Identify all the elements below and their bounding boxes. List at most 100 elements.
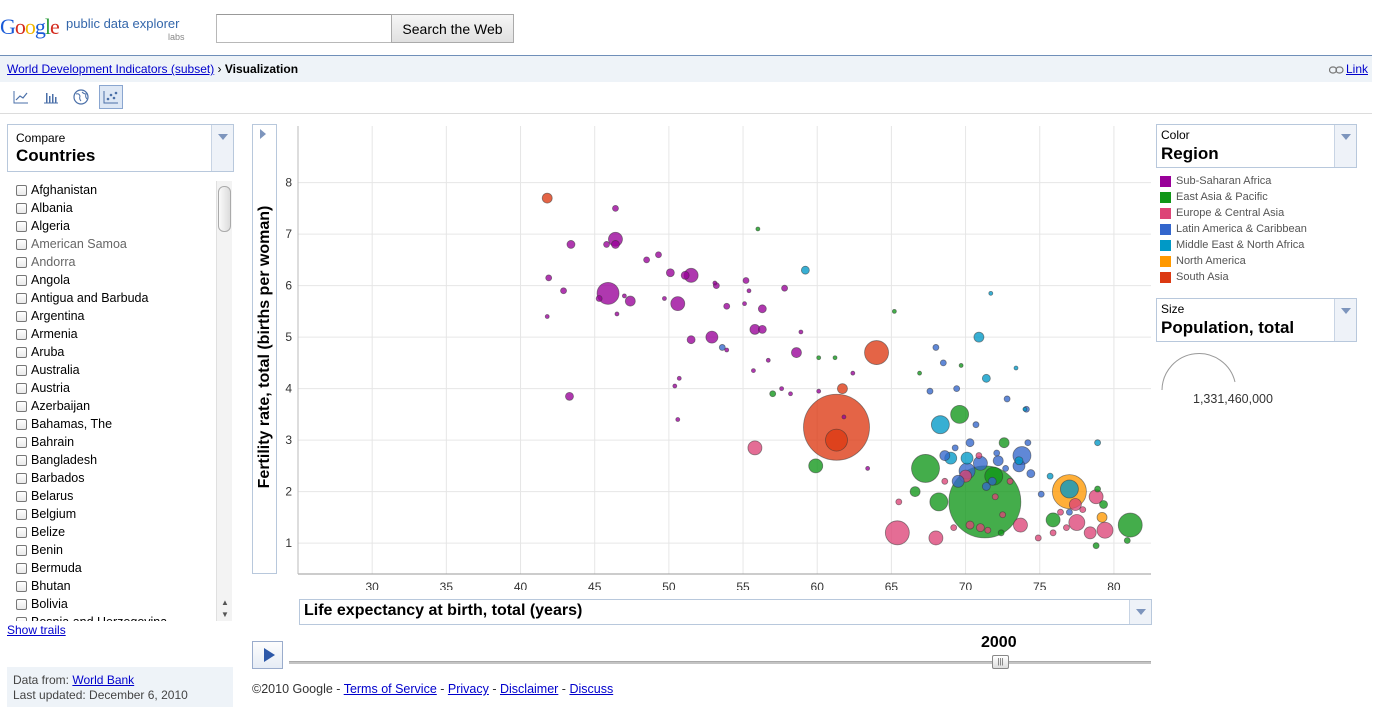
data-bubble[interactable]	[953, 385, 961, 393]
data-bubble[interactable]	[930, 415, 950, 435]
data-bubble[interactable]	[864, 340, 889, 365]
country-item[interactable]: Bolivia	[7, 595, 233, 613]
data-bubble[interactable]	[757, 304, 767, 314]
country-checkbox[interactable]	[16, 526, 27, 538]
data-bubble[interactable]	[643, 256, 651, 264]
country-checkbox[interactable]	[16, 364, 27, 376]
data-bubble[interactable]	[1068, 498, 1082, 511]
data-bubble[interactable]	[560, 287, 567, 295]
country-item[interactable]: Belgium	[7, 505, 233, 523]
data-bubble[interactable]	[1092, 542, 1100, 550]
show-trails-link[interactable]: Show trails	[7, 623, 66, 637]
data-bubble[interactable]	[926, 387, 934, 395]
data-bubble[interactable]	[973, 331, 985, 343]
terms-link[interactable]: Terms of Service	[343, 682, 437, 696]
country-item[interactable]: Austria	[7, 379, 233, 397]
data-bubble[interactable]	[837, 383, 848, 395]
data-bubble[interactable]	[909, 486, 921, 498]
data-bubble[interactable]	[624, 295, 636, 307]
data-bubble[interactable]	[1096, 521, 1114, 539]
data-bubble[interactable]	[705, 330, 719, 344]
country-checkbox[interactable]	[16, 472, 27, 484]
data-bubble[interactable]	[958, 363, 964, 368]
data-bubble[interactable]	[981, 373, 991, 383]
data-bubble[interactable]	[747, 440, 763, 456]
data-bubble[interactable]	[841, 414, 847, 420]
legend-item[interactable]: South Asia	[1160, 269, 1307, 285]
data-bubble[interactable]	[742, 301, 747, 307]
data-bubble[interactable]	[1034, 534, 1042, 542]
data-bubble[interactable]	[1094, 439, 1101, 447]
country-item[interactable]: Argentina	[7, 307, 233, 325]
data-bubble[interactable]	[1083, 526, 1097, 540]
country-checkbox[interactable]	[16, 274, 27, 286]
data-bubble[interactable]	[981, 482, 991, 491]
data-bubble[interactable]	[712, 280, 718, 286]
country-checkbox[interactable]	[16, 346, 27, 358]
chevron-down-icon[interactable]	[1129, 600, 1151, 624]
discuss-link[interactable]: Discuss	[569, 682, 614, 696]
x-axis-selector[interactable]: Life expectancy at birth, total (years)	[299, 599, 1152, 625]
data-bubble[interactable]	[757, 325, 767, 334]
data-bubble[interactable]	[545, 274, 553, 282]
y-axis-selector[interactable]	[252, 124, 277, 574]
line-chart-icon[interactable]	[9, 85, 33, 109]
data-bubble[interactable]	[676, 375, 682, 381]
scroll-down-icon[interactable]: ▼	[221, 610, 229, 619]
country-item[interactable]: Bangladesh	[7, 451, 233, 469]
data-bubble[interactable]	[891, 308, 897, 314]
country-item[interactable]: Bermuda	[7, 559, 233, 577]
country-checkbox[interactable]	[16, 400, 27, 412]
play-button[interactable]	[252, 641, 283, 669]
size-selector[interactable]: Size Population, total	[1156, 298, 1357, 342]
country-item[interactable]: Belarus	[7, 487, 233, 505]
data-bubble[interactable]	[993, 449, 1001, 457]
legend-item[interactable]: East Asia & Pacific	[1160, 189, 1307, 205]
data-bubble[interactable]	[1002, 465, 1010, 472]
data-bubble[interactable]	[992, 455, 1004, 467]
data-bubble[interactable]	[960, 451, 974, 465]
country-item[interactable]: Albania	[7, 199, 233, 217]
chevron-down-icon[interactable]	[1334, 125, 1356, 167]
country-checkbox[interactable]	[16, 580, 27, 592]
data-bubble[interactable]	[832, 355, 838, 361]
country-item[interactable]: Benin	[7, 541, 233, 559]
country-checkbox[interactable]	[16, 382, 27, 394]
data-bubble[interactable]	[997, 529, 1005, 537]
search-button[interactable]: Search the Web	[391, 14, 514, 43]
data-bubble[interactable]	[675, 417, 681, 422]
data-bubble[interactable]	[950, 524, 958, 532]
data-bubble[interactable]	[680, 270, 690, 280]
data-bubble[interactable]	[1022, 406, 1028, 412]
data-bubble[interactable]	[999, 511, 1007, 519]
country-checkbox[interactable]	[16, 292, 27, 304]
country-item[interactable]: Bhutan	[7, 577, 233, 595]
country-item[interactable]: Aruba	[7, 343, 233, 361]
map-icon[interactable]	[69, 85, 93, 109]
color-selector[interactable]: Color Region	[1156, 124, 1357, 168]
data-bubble[interactable]	[1123, 537, 1131, 544]
data-bubble[interactable]	[614, 311, 620, 317]
data-bubble[interactable]	[566, 240, 576, 249]
data-bubble[interactable]	[1046, 472, 1054, 480]
data-bubble[interactable]	[769, 390, 777, 398]
data-bubble[interactable]	[965, 438, 975, 448]
data-bubble[interactable]	[723, 302, 731, 310]
data-bubble[interactable]	[791, 347, 802, 358]
bubble-chart-icon[interactable]	[99, 85, 123, 109]
data-bubble[interactable]	[911, 454, 940, 483]
data-bubble[interactable]	[803, 393, 870, 461]
data-bubble[interactable]	[686, 335, 696, 345]
data-bubble[interactable]	[1024, 439, 1032, 447]
data-bubble[interactable]	[991, 493, 999, 501]
data-bubble[interactable]	[1037, 490, 1045, 498]
legend-item[interactable]: Latin America & Caribbean	[1160, 221, 1307, 237]
data-bubble[interactable]	[1079, 506, 1087, 514]
data-bubble[interactable]	[965, 520, 975, 530]
compare-selector[interactable]: Compare Countries	[7, 124, 234, 172]
country-checkbox[interactable]	[16, 508, 27, 520]
country-checkbox[interactable]	[16, 454, 27, 466]
data-bubble[interactable]	[596, 281, 620, 305]
data-bubble[interactable]	[1117, 512, 1143, 538]
country-checkbox[interactable]	[16, 418, 27, 430]
